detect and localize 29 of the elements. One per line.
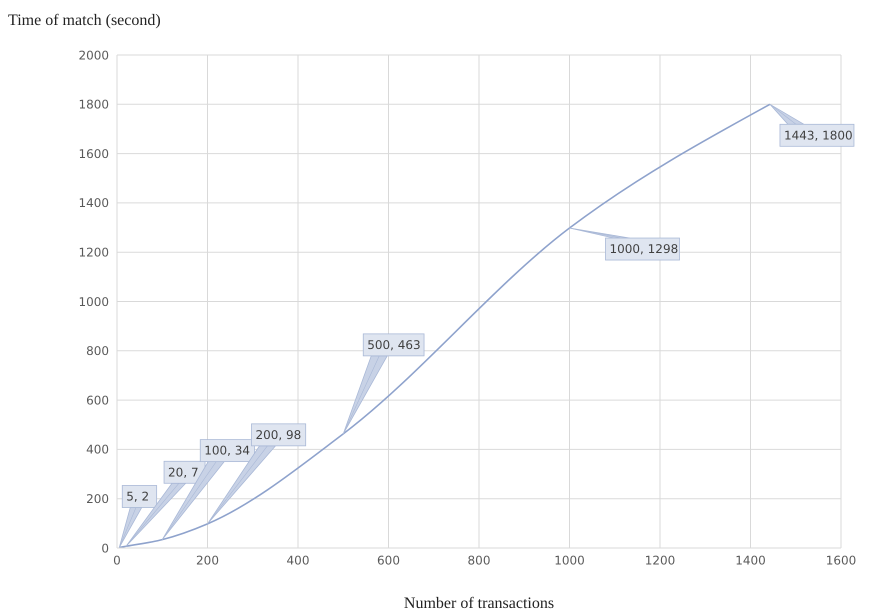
x-tick-label: 0	[113, 554, 121, 568]
y-tick-label: 2000	[78, 48, 109, 62]
annotation: 200, 98	[256, 428, 302, 442]
y-tick-label: 1000	[78, 294, 109, 309]
x-tick-label: 400	[286, 554, 310, 568]
y-tick-label: 1600	[78, 146, 109, 161]
annotation: 100, 34	[204, 444, 250, 458]
x-tick-label: 1600	[826, 554, 856, 568]
y-tick-label: 800	[86, 344, 109, 358]
x-tick-label: 1200	[644, 554, 676, 568]
annotation: 500, 463	[367, 338, 421, 352]
annotation: 1000, 1298	[610, 242, 678, 256]
y-tick-label: 1200	[78, 245, 109, 260]
x-axis-title: Number of transactions	[404, 595, 554, 610]
x-tick-label: 200	[196, 554, 219, 568]
y-tick-label: 1800	[78, 98, 109, 112]
y-tick-label: 400	[86, 442, 109, 457]
x-tick-label: 1000	[554, 554, 585, 568]
y-tick-label: 1400	[78, 196, 109, 210]
y-tick-label: 0	[101, 541, 109, 556]
annotation: 5, 2	[126, 490, 150, 504]
x-tick-label: 600	[377, 554, 400, 568]
x-tick-label: 800	[468, 554, 490, 568]
y-tick-label: 200	[86, 492, 109, 506]
y-tick-label: 600	[86, 393, 109, 408]
y-axis-title: Time of match (second)	[8, 12, 161, 30]
x-tick-label: 1400	[735, 554, 766, 568]
annotation: 1443, 1800	[784, 128, 853, 142]
annotation: 20, 7	[168, 465, 199, 480]
